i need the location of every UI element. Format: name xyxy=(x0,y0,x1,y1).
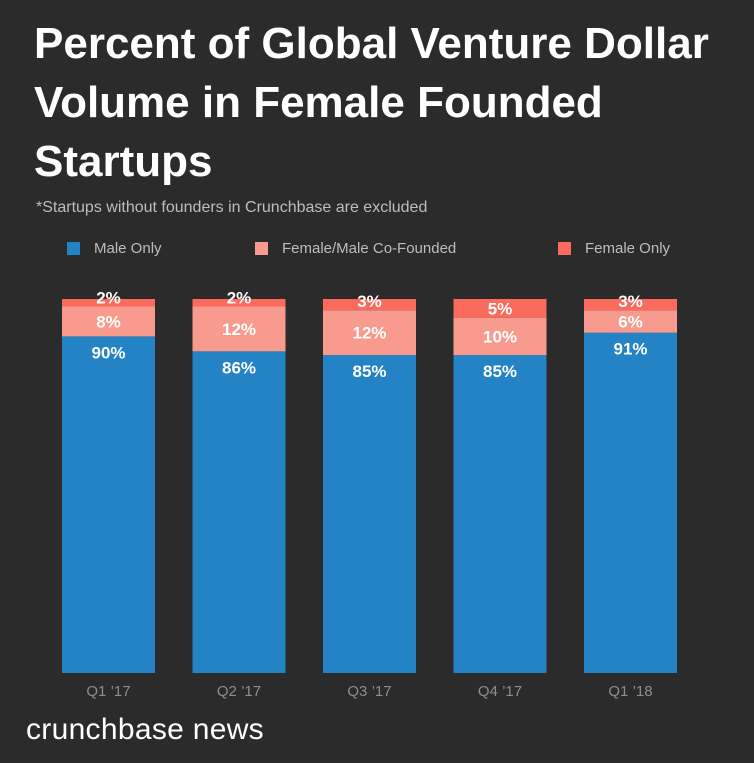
bar-male-only-3 xyxy=(323,355,416,673)
data-label-co-founded-5: 6% xyxy=(618,312,643,331)
x-tick-label-2: Q2 ’17 xyxy=(217,683,261,700)
bar-co-founded-3 xyxy=(323,310,416,356)
data-label-co-founded-2: 12% xyxy=(222,320,256,339)
data-label-female-only-5: 3% xyxy=(618,292,643,311)
x-tick-label-1: Q1 ’17 xyxy=(86,683,130,700)
data-label-co-founded-3: 12% xyxy=(352,324,386,343)
data-label-co-founded-1: 8% xyxy=(96,312,121,331)
bar-female-only-4 xyxy=(453,299,547,318)
data-label-co-founded-4: 10% xyxy=(483,327,517,346)
legend-swatch-co-founded xyxy=(255,241,268,255)
data-label-male-only-1: 90% xyxy=(91,343,125,362)
legend-item-co-founded: Female/Male Co-Founded xyxy=(255,238,456,258)
bar-male-only-2 xyxy=(192,351,286,673)
legend-item-female-only: Female Only xyxy=(558,238,670,258)
data-label-male-only-2: 86% xyxy=(222,358,256,377)
x-tick-label-5: Q1 ’18 xyxy=(608,683,652,700)
bar-co-founded-2 xyxy=(192,306,286,352)
legend-label-co-founded: Female/Male Co-Founded xyxy=(282,239,457,257)
data-label-male-only-5: 91% xyxy=(613,340,647,359)
bar-female-only-3 xyxy=(323,299,416,311)
legend-swatch-male-only xyxy=(67,241,80,255)
bar-male-only-5 xyxy=(584,332,677,673)
data-label-male-only-4: 85% xyxy=(483,362,517,381)
bar-female-only-1 xyxy=(62,299,155,307)
data-label-female-only-2: 2% xyxy=(227,288,252,307)
x-tick-label-4: Q4 ’17 xyxy=(478,683,522,700)
bar-male-only-4 xyxy=(453,355,547,673)
chart-subtitle: *Startups without founders in Crunchbase… xyxy=(36,199,428,216)
bar-co-founded-4 xyxy=(453,317,547,356)
x-tick-label-3: Q3 ’17 xyxy=(347,683,391,700)
data-label-male-only-3: 85% xyxy=(352,362,386,381)
data-label-female-only-3: 3% xyxy=(357,292,382,311)
bar-female-only-5 xyxy=(584,299,677,311)
legend-label-male-only: Male Only xyxy=(94,239,162,257)
chart-title: Percent of Global Venture Dollar Volume … xyxy=(34,19,709,186)
bar-female-only-2 xyxy=(192,299,286,307)
bar-co-founded-5 xyxy=(584,310,677,333)
brand-logo: crunchbase news xyxy=(26,713,264,746)
legend-swatch-female-only xyxy=(558,241,571,255)
data-label-female-only-4: 5% xyxy=(488,300,513,319)
data-label-female-only-1: 2% xyxy=(96,288,121,307)
bar-co-founded-1 xyxy=(62,306,155,337)
legend-label-female-only: Female Only xyxy=(585,239,671,257)
legend-item-male-only: Male Only xyxy=(67,238,162,258)
bar-male-only-1 xyxy=(62,336,155,673)
